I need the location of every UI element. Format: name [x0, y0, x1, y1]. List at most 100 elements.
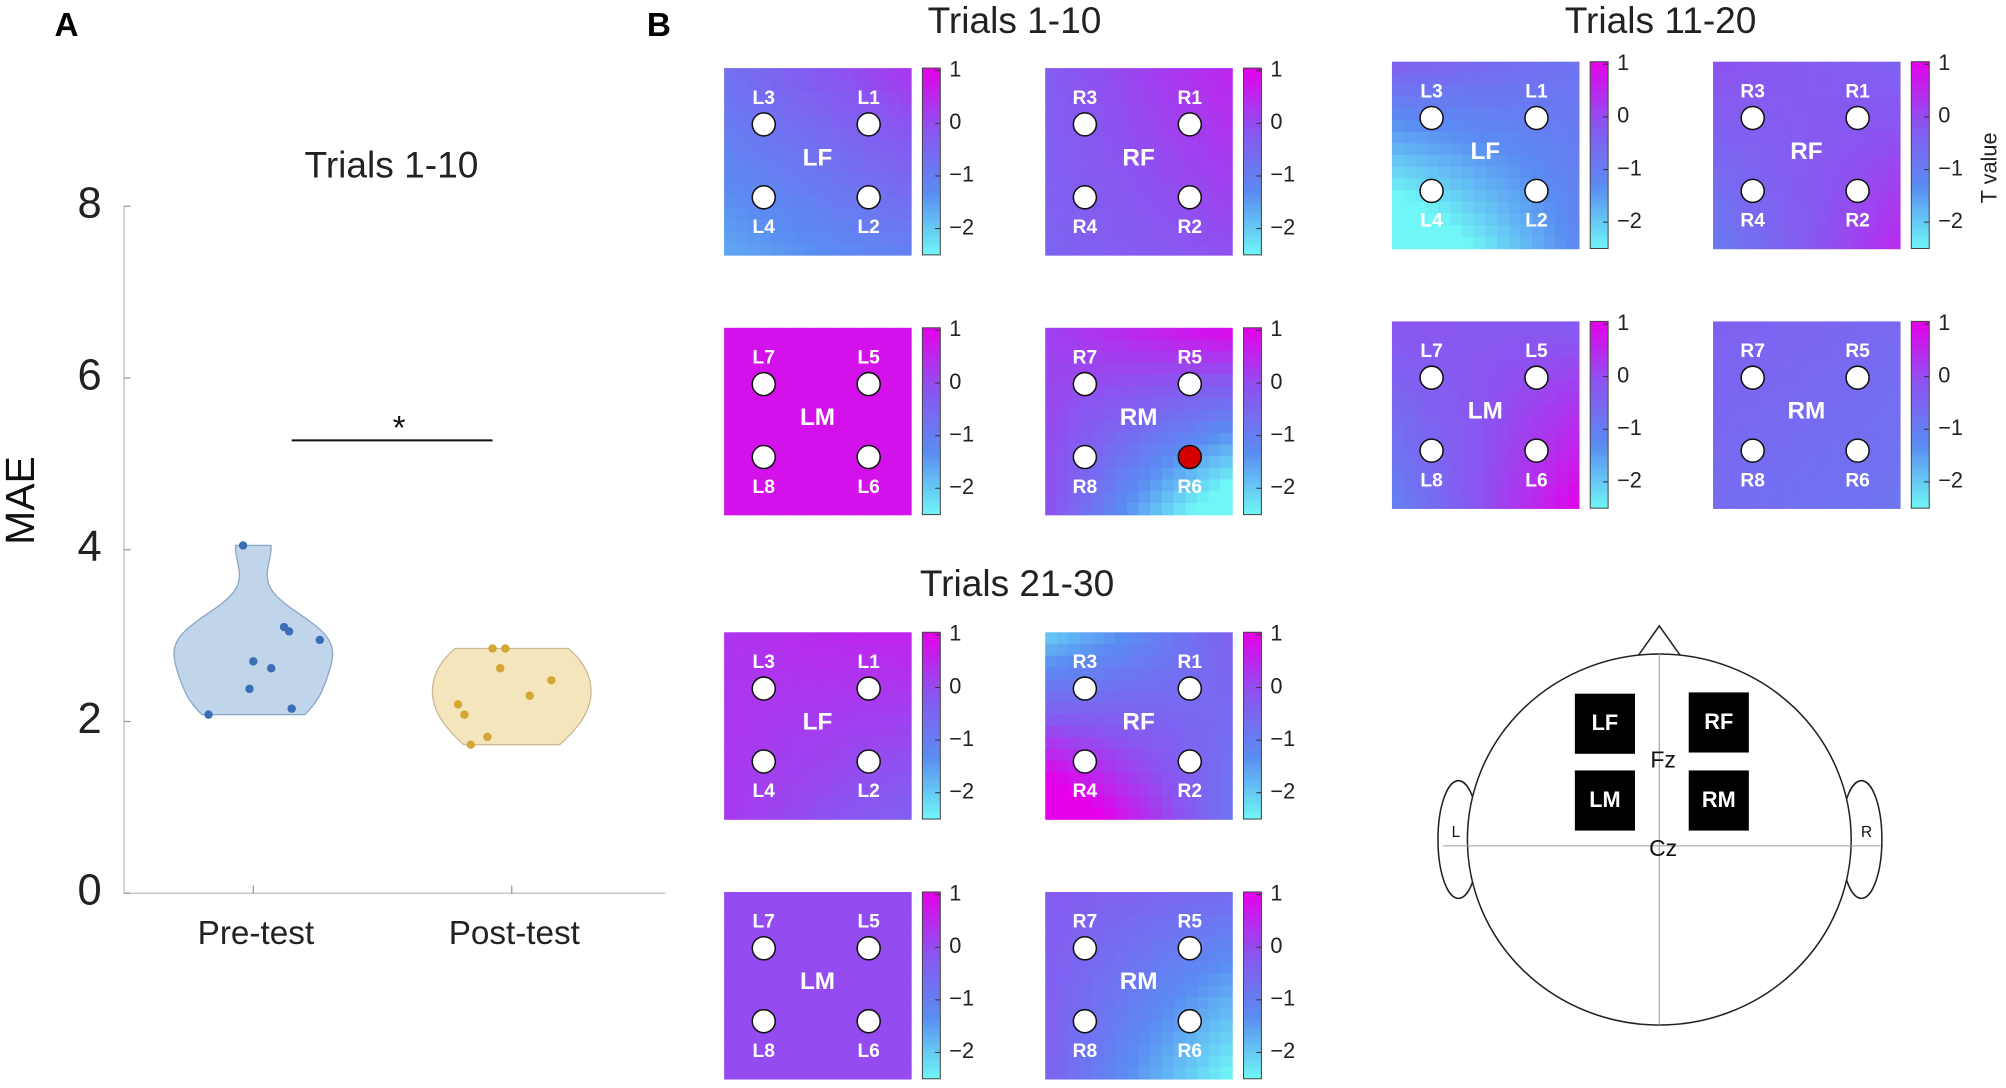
topo-cell [1841, 201, 1854, 215]
topo-cell [875, 432, 889, 446]
topo-cell [1438, 166, 1452, 180]
topo-cell [1045, 1067, 1058, 1080]
topo-cell [887, 91, 900, 104]
electrode-label: L2 [857, 781, 879, 802]
topo-cell [1080, 643, 1093, 657]
topo-cell [887, 397, 900, 411]
topo-cell [875, 1043, 889, 1057]
topo-cell [1115, 795, 1128, 809]
topo-cell [1056, 950, 1070, 963]
topo-cell [1403, 155, 1417, 168]
topo-cell [1543, 333, 1557, 346]
topo-cell [840, 1043, 854, 1057]
topo-cell [1806, 61, 1819, 75]
topo-cell [1806, 131, 1819, 145]
topo-cell [1841, 403, 1854, 416]
topo-cell [747, 208, 760, 221]
topo-cell [840, 479, 854, 492]
topo-cell [829, 397, 842, 411]
electrode [1845, 365, 1870, 390]
colorbar-tick-label: −2 [1938, 468, 1963, 493]
topo-cell [1520, 225, 1533, 238]
topo-cell [1748, 496, 1761, 509]
topo-cell [1461, 120, 1475, 133]
topo-cell [817, 397, 830, 411]
topo-cell [1771, 391, 1784, 404]
topo-cell [1415, 61, 1428, 75]
topo-cell [1220, 243, 1233, 256]
topo-cell [864, 655, 877, 669]
topo-cell [1520, 496, 1533, 509]
topo-cell [1126, 950, 1140, 963]
topo-cell [817, 103, 830, 116]
topo-cell [899, 91, 912, 104]
topo-cell [1818, 449, 1831, 463]
topo-cell [1841, 85, 1854, 98]
topo-cell [899, 327, 912, 341]
topo-cell [887, 219, 900, 233]
topo-cell [1138, 138, 1152, 151]
topo-cell [1876, 201, 1889, 215]
topo-cell [1724, 131, 1738, 145]
topo-cell [805, 386, 819, 399]
topo-cell [817, 713, 830, 727]
topo-cell [735, 938, 749, 952]
topo-cell [899, 502, 912, 516]
topo-cell [1196, 219, 1210, 233]
topo-cell [1161, 491, 1175, 504]
topo-cell [1220, 91, 1233, 104]
topo-cell [1208, 196, 1222, 209]
topo-cell [805, 725, 819, 739]
topo-cell [1841, 391, 1854, 404]
topo-cell [817, 161, 830, 174]
topo-cell [829, 79, 842, 93]
topo-cell [1138, 772, 1152, 785]
topo-cell [1438, 61, 1452, 75]
topo-cell [1567, 496, 1580, 509]
topo-cell [1496, 379, 1510, 393]
topo-cell [1115, 927, 1128, 940]
topo-cell [887, 985, 900, 998]
topo-cell [1161, 915, 1175, 928]
topo-cell [1438, 85, 1452, 98]
topo-cell [770, 79, 784, 93]
topo-cell [1403, 438, 1417, 451]
topo-cell [887, 749, 900, 762]
topo-cell [1415, 236, 1428, 250]
topo-cell [805, 737, 819, 750]
topo-cell [1126, 973, 1140, 987]
topo-cell [805, 1067, 819, 1080]
topo-cell [1220, 667, 1233, 680]
topo-cell [864, 479, 877, 492]
topo-cell [1056, 678, 1070, 692]
topo-cell [759, 467, 772, 481]
topo-cell [1543, 201, 1557, 215]
topo-cell [1185, 208, 1198, 221]
topo-cell [794, 1043, 807, 1057]
topo-cell [899, 491, 912, 504]
topo-cell [1185, 327, 1198, 341]
topo-cell [1724, 85, 1738, 98]
topo-cell [1736, 344, 1749, 358]
topo-cell [1567, 178, 1580, 191]
topo-cell [1056, 456, 1070, 469]
topo-cell [1161, 173, 1175, 186]
topo-cell [1555, 190, 1568, 203]
topo-cell [1208, 973, 1222, 987]
topo-cell [1759, 131, 1773, 145]
topo-cell [875, 243, 889, 256]
topo-cell [1461, 484, 1475, 498]
topo-cell [747, 772, 760, 785]
topo-cell [1748, 426, 1761, 439]
panel-label: A [55, 7, 79, 44]
topo-cell [1415, 473, 1428, 486]
region-label: LM [800, 968, 835, 995]
topo-cell [770, 725, 784, 739]
topo-cell [1138, 985, 1152, 998]
topo-cell [1829, 356, 1843, 369]
topo-cell [1220, 713, 1233, 727]
topo-cell [759, 795, 772, 809]
topo-cell [1103, 985, 1117, 998]
topo-cell [887, 327, 900, 341]
topo-cell [1220, 784, 1233, 797]
